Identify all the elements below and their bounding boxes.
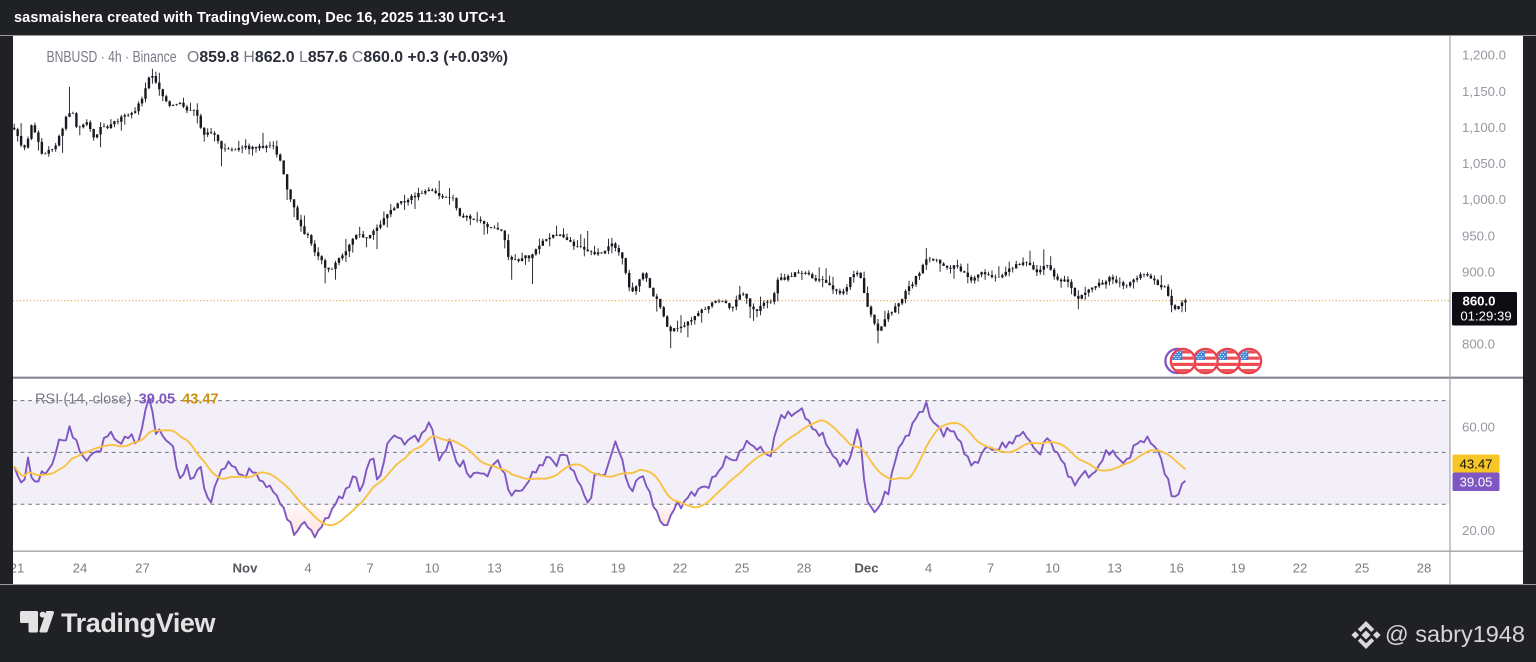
svg-text:1,200.0: 1,200.0	[1462, 48, 1506, 63]
svg-text:16: 16	[1169, 561, 1184, 576]
svg-text:1,000.0: 1,000.0	[1462, 192, 1506, 207]
svg-text:1,100.0: 1,100.0	[1462, 120, 1506, 135]
svg-text:19: 19	[611, 561, 626, 576]
svg-text:19: 19	[1231, 561, 1246, 576]
svg-text:4: 4	[304, 561, 311, 576]
svg-text:21: 21	[13, 561, 24, 576]
svg-text:22: 22	[673, 561, 688, 576]
svg-text:O859.8 H862.0 L857.6 C860.0 +0: O859.8 H862.0 L857.6 C860.0 +0.3 (+0.03%…	[187, 49, 508, 66]
svg-text:24: 24	[73, 561, 88, 576]
svg-text:10: 10	[425, 561, 440, 576]
svg-text:28: 28	[797, 561, 812, 576]
svg-text:60.00: 60.00	[1462, 420, 1495, 435]
svg-text:BNBUSD · 4h · Binance: BNBUSD · 4h · Binance	[47, 49, 177, 66]
svg-text:13: 13	[1107, 561, 1122, 576]
svg-text:25: 25	[735, 561, 750, 576]
svg-text:Dec: Dec	[854, 561, 878, 576]
svg-text:28: 28	[1417, 561, 1432, 576]
svg-text:27: 27	[135, 561, 150, 576]
svg-text:1,150.0: 1,150.0	[1462, 84, 1506, 99]
svg-text:01:29:39: 01:29:39	[1460, 309, 1511, 324]
svg-text:39.05: 39.05	[1459, 474, 1492, 489]
svg-text:16: 16	[549, 561, 564, 576]
svg-text:900.0: 900.0	[1462, 265, 1495, 280]
svg-text:22: 22	[1293, 561, 1308, 576]
svg-text:1,050.0: 1,050.0	[1462, 156, 1506, 171]
svg-text:20.00: 20.00	[1462, 523, 1495, 538]
svg-text:43.47: 43.47	[1459, 456, 1492, 471]
svg-text:800.0: 800.0	[1462, 337, 1495, 352]
svg-text:7: 7	[987, 561, 994, 576]
svg-text:10: 10	[1045, 561, 1060, 576]
svg-text:950.0: 950.0	[1462, 228, 1495, 243]
svg-text:Nov: Nov	[233, 561, 259, 576]
svg-text:7: 7	[366, 561, 373, 576]
svg-text:860.0: 860.0	[1462, 294, 1495, 309]
svg-text:25: 25	[1355, 561, 1370, 576]
svg-text:4: 4	[925, 561, 932, 576]
svg-text:13: 13	[487, 561, 502, 576]
